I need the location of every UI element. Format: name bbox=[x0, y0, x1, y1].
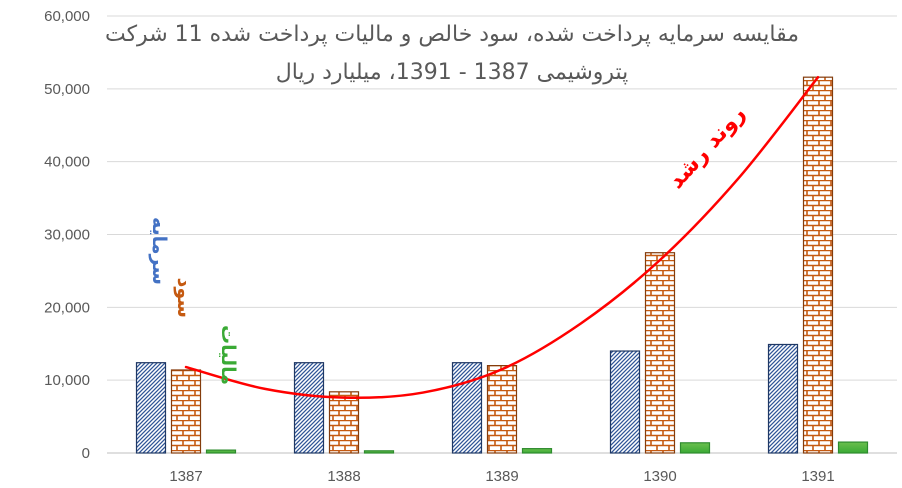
y-axis: 0 10,000 20,000 30,000 40,000 50,000 60,000 bbox=[44, 8, 90, 462]
x-tick-label: 1389 bbox=[485, 468, 518, 485]
bar-capital-1387 bbox=[135, 362, 167, 454]
bar-profit-1389 bbox=[486, 365, 518, 454]
trend-line bbox=[184, 75, 820, 400]
y-tick-label: 60,000 bbox=[44, 8, 90, 25]
gridlines bbox=[107, 15, 897, 454]
chart-title-line-1: مقایسه سرمایه پرداخت شده، سود خالص و مال… bbox=[105, 22, 799, 47]
bar-tax-1390 bbox=[679, 442, 711, 454]
bar-tax-1389 bbox=[521, 448, 553, 454]
bar-profit-1390 bbox=[644, 252, 676, 454]
y-tick-label: 50,000 bbox=[44, 81, 90, 98]
x-tick-label: 1391 bbox=[801, 468, 834, 485]
bar-capital-1391 bbox=[767, 343, 799, 454]
y-tick-label: 30,000 bbox=[44, 227, 90, 244]
x-tick-label: 1390 bbox=[643, 468, 676, 485]
y-tick-label: 20,000 bbox=[44, 299, 90, 316]
series-label-tax: مالیات bbox=[217, 325, 239, 385]
y-tick-label: 40,000 bbox=[44, 154, 90, 171]
series-label-profit: سود bbox=[173, 278, 195, 318]
x-tick-label: 1388 bbox=[327, 468, 360, 485]
series-label-capital: سرمایه bbox=[148, 217, 170, 285]
bar-capital-1390 bbox=[609, 350, 641, 454]
bar-profit-1388 bbox=[328, 391, 360, 454]
x-axis: 1387 1388 1389 1390 1391 bbox=[169, 468, 834, 485]
trend bbox=[184, 75, 820, 400]
bar-profit-1387 bbox=[170, 369, 202, 454]
bar-tax-1387 bbox=[205, 449, 237, 454]
bar-capital-1389 bbox=[451, 362, 483, 454]
chart-title: مقایسه سرمایه پرداخت شده، سود خالص و مال… bbox=[105, 22, 799, 85]
x-tick-label: 1387 bbox=[169, 468, 202, 485]
bar-tax-1391 bbox=[837, 441, 869, 454]
y-tick-label: 10,000 bbox=[44, 372, 90, 389]
chart-title-line-2: پتروشیمی 1387 - 1391، میلیارد ریال bbox=[276, 60, 629, 85]
y-tick-label: 0 bbox=[82, 445, 90, 462]
bar-capital-1388 bbox=[293, 362, 325, 454]
bars bbox=[135, 76, 869, 454]
bar-tax-1388 bbox=[363, 450, 395, 454]
bar-profit-1391 bbox=[802, 76, 834, 454]
